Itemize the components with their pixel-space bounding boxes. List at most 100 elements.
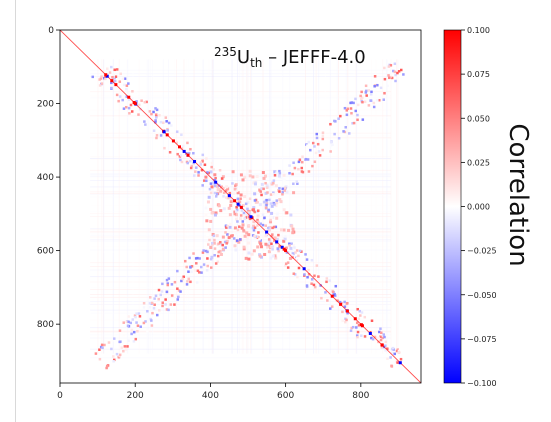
anti-diagonal-cell [135, 321, 138, 324]
diagonal-band-cell [332, 293, 336, 297]
diagonal-band-cell [122, 83, 126, 87]
center-cluster-cell [282, 228, 286, 232]
anti-diagonal-cell [399, 68, 403, 72]
diagonal-band-cell [259, 222, 263, 226]
diagonal-band-cell [205, 179, 208, 183]
center-cluster-cell [216, 184, 220, 188]
diagonal-band-cell [189, 159, 192, 163]
anti-diagonal-cell [110, 347, 113, 351]
diagonal-band-cell [110, 81, 113, 85]
anti-diagonal-cell [123, 345, 127, 348]
center-cluster-cell [239, 173, 243, 177]
center-cluster-cell [228, 196, 232, 200]
anti-diagonal-cell [307, 170, 311, 173]
diagonal-band-cell [360, 311, 364, 314]
anti-diagonal-cell [136, 329, 139, 333]
diagonal-band-cell [106, 67, 109, 70]
diagonal-band-cell [377, 336, 380, 339]
anti-diagonal-cell [356, 103, 360, 107]
center-cluster-cell [241, 223, 245, 227]
colorbar-tick-label: −0.025 [467, 247, 497, 256]
anti-diagonal-cell [383, 66, 386, 70]
anti-diagonal-cell [304, 157, 308, 161]
diagonal-band-cell [284, 264, 287, 268]
anti-diagonal-cell [105, 364, 109, 368]
anti-diagonal-cell [187, 270, 190, 273]
diagonal-band-cell [239, 214, 243, 217]
diagonal-band-cell [251, 234, 255, 237]
diagonal-band-cell [343, 305, 347, 308]
anti-diagonal-cell [219, 240, 222, 244]
anti-diagonal-cell [278, 171, 282, 175]
x-tick-label: 0 [57, 391, 63, 401]
colorbar [443, 29, 462, 384]
diagonal-band-cell [152, 110, 155, 114]
diagonal-band-cell [222, 191, 226, 195]
center-cluster-cell [269, 216, 273, 220]
anti-diagonal-cell [311, 141, 315, 145]
center-cluster-cell [265, 202, 269, 206]
diagonal-band-cell [239, 203, 243, 207]
center-cluster-cell [238, 200, 242, 204]
anti-diagonal-cell [115, 352, 119, 356]
anti-diagonal-cell [246, 207, 249, 211]
diagonal-band-cell [247, 220, 251, 224]
diagonal-band-cell [330, 305, 334, 308]
diagonal-band-cell [345, 303, 349, 307]
center-cluster-cell [270, 204, 274, 208]
anti-diagonal-cell [397, 70, 401, 73]
anti-diagonal-cell [127, 315, 130, 318]
anti-diagonal-cell [349, 107, 353, 110]
diagonal-band-cell [363, 315, 367, 319]
anti-diagonal-cell [120, 346, 124, 349]
diagonal-band-cell [114, 75, 118, 78]
diagonal-band-cell [257, 231, 260, 234]
diagonal-band-cell [284, 262, 288, 265]
diagonal-band-cell [222, 195, 225, 198]
diagonal-band-cell [159, 134, 163, 137]
diagonal-band-cell [272, 225, 276, 229]
diagonal-band-cell [115, 68, 119, 71]
anti-diagonal-cell [150, 301, 154, 305]
center-cluster-cell [229, 203, 233, 207]
diagonal-band-cell [256, 224, 259, 227]
anti-diagonal-cell [392, 69, 395, 73]
diagonal-band-cell [222, 186, 225, 190]
center-cluster-cell [255, 175, 259, 179]
center-cluster-cell [252, 224, 256, 228]
diagonal-band-cell [292, 244, 296, 247]
diagonal-band-cell [305, 284, 309, 287]
diagonal-band-cell [259, 239, 262, 242]
diagonal-band-cell [194, 170, 197, 173]
diagonal-spot [345, 309, 349, 313]
diagonal-band-cell [98, 84, 102, 87]
diagonal-band-cell [115, 93, 119, 97]
diagonal-band-cell [271, 245, 275, 248]
center-cluster-cell [272, 239, 276, 243]
colorbar-tick-label: 0.100 [467, 26, 490, 35]
diagonal-band-cell [345, 318, 348, 322]
anti-diagonal-cell [202, 249, 205, 252]
anti-diagonal-cell [311, 164, 314, 168]
diagonal-band-cell [266, 246, 269, 249]
anti-diagonal-cell [343, 130, 347, 134]
anti-diagonal-cell [297, 160, 301, 164]
center-cluster-cell [271, 200, 275, 204]
anti-diagonal-cell [339, 114, 342, 118]
anti-diagonal-cell [266, 191, 269, 194]
anti-diagonal-cell [281, 190, 284, 194]
diagonal-band-cell [213, 191, 217, 195]
center-cluster-cell [260, 187, 264, 191]
anti-diagonal-cell [218, 245, 222, 248]
diagonal-band-cell [235, 189, 239, 193]
center-cluster-cell [241, 178, 245, 182]
center-cluster-cell [252, 206, 256, 210]
anti-diagonal-cell [180, 279, 183, 283]
anti-diagonal-cell [138, 315, 142, 318]
center-cluster-cell [274, 193, 278, 197]
diagonal-spot [114, 83, 118, 87]
anti-diagonal-cell [321, 148, 324, 152]
diagonal-band-cell [384, 344, 387, 347]
diagonal-band-cell [195, 166, 198, 169]
anti-diagonal-cell [321, 134, 325, 137]
